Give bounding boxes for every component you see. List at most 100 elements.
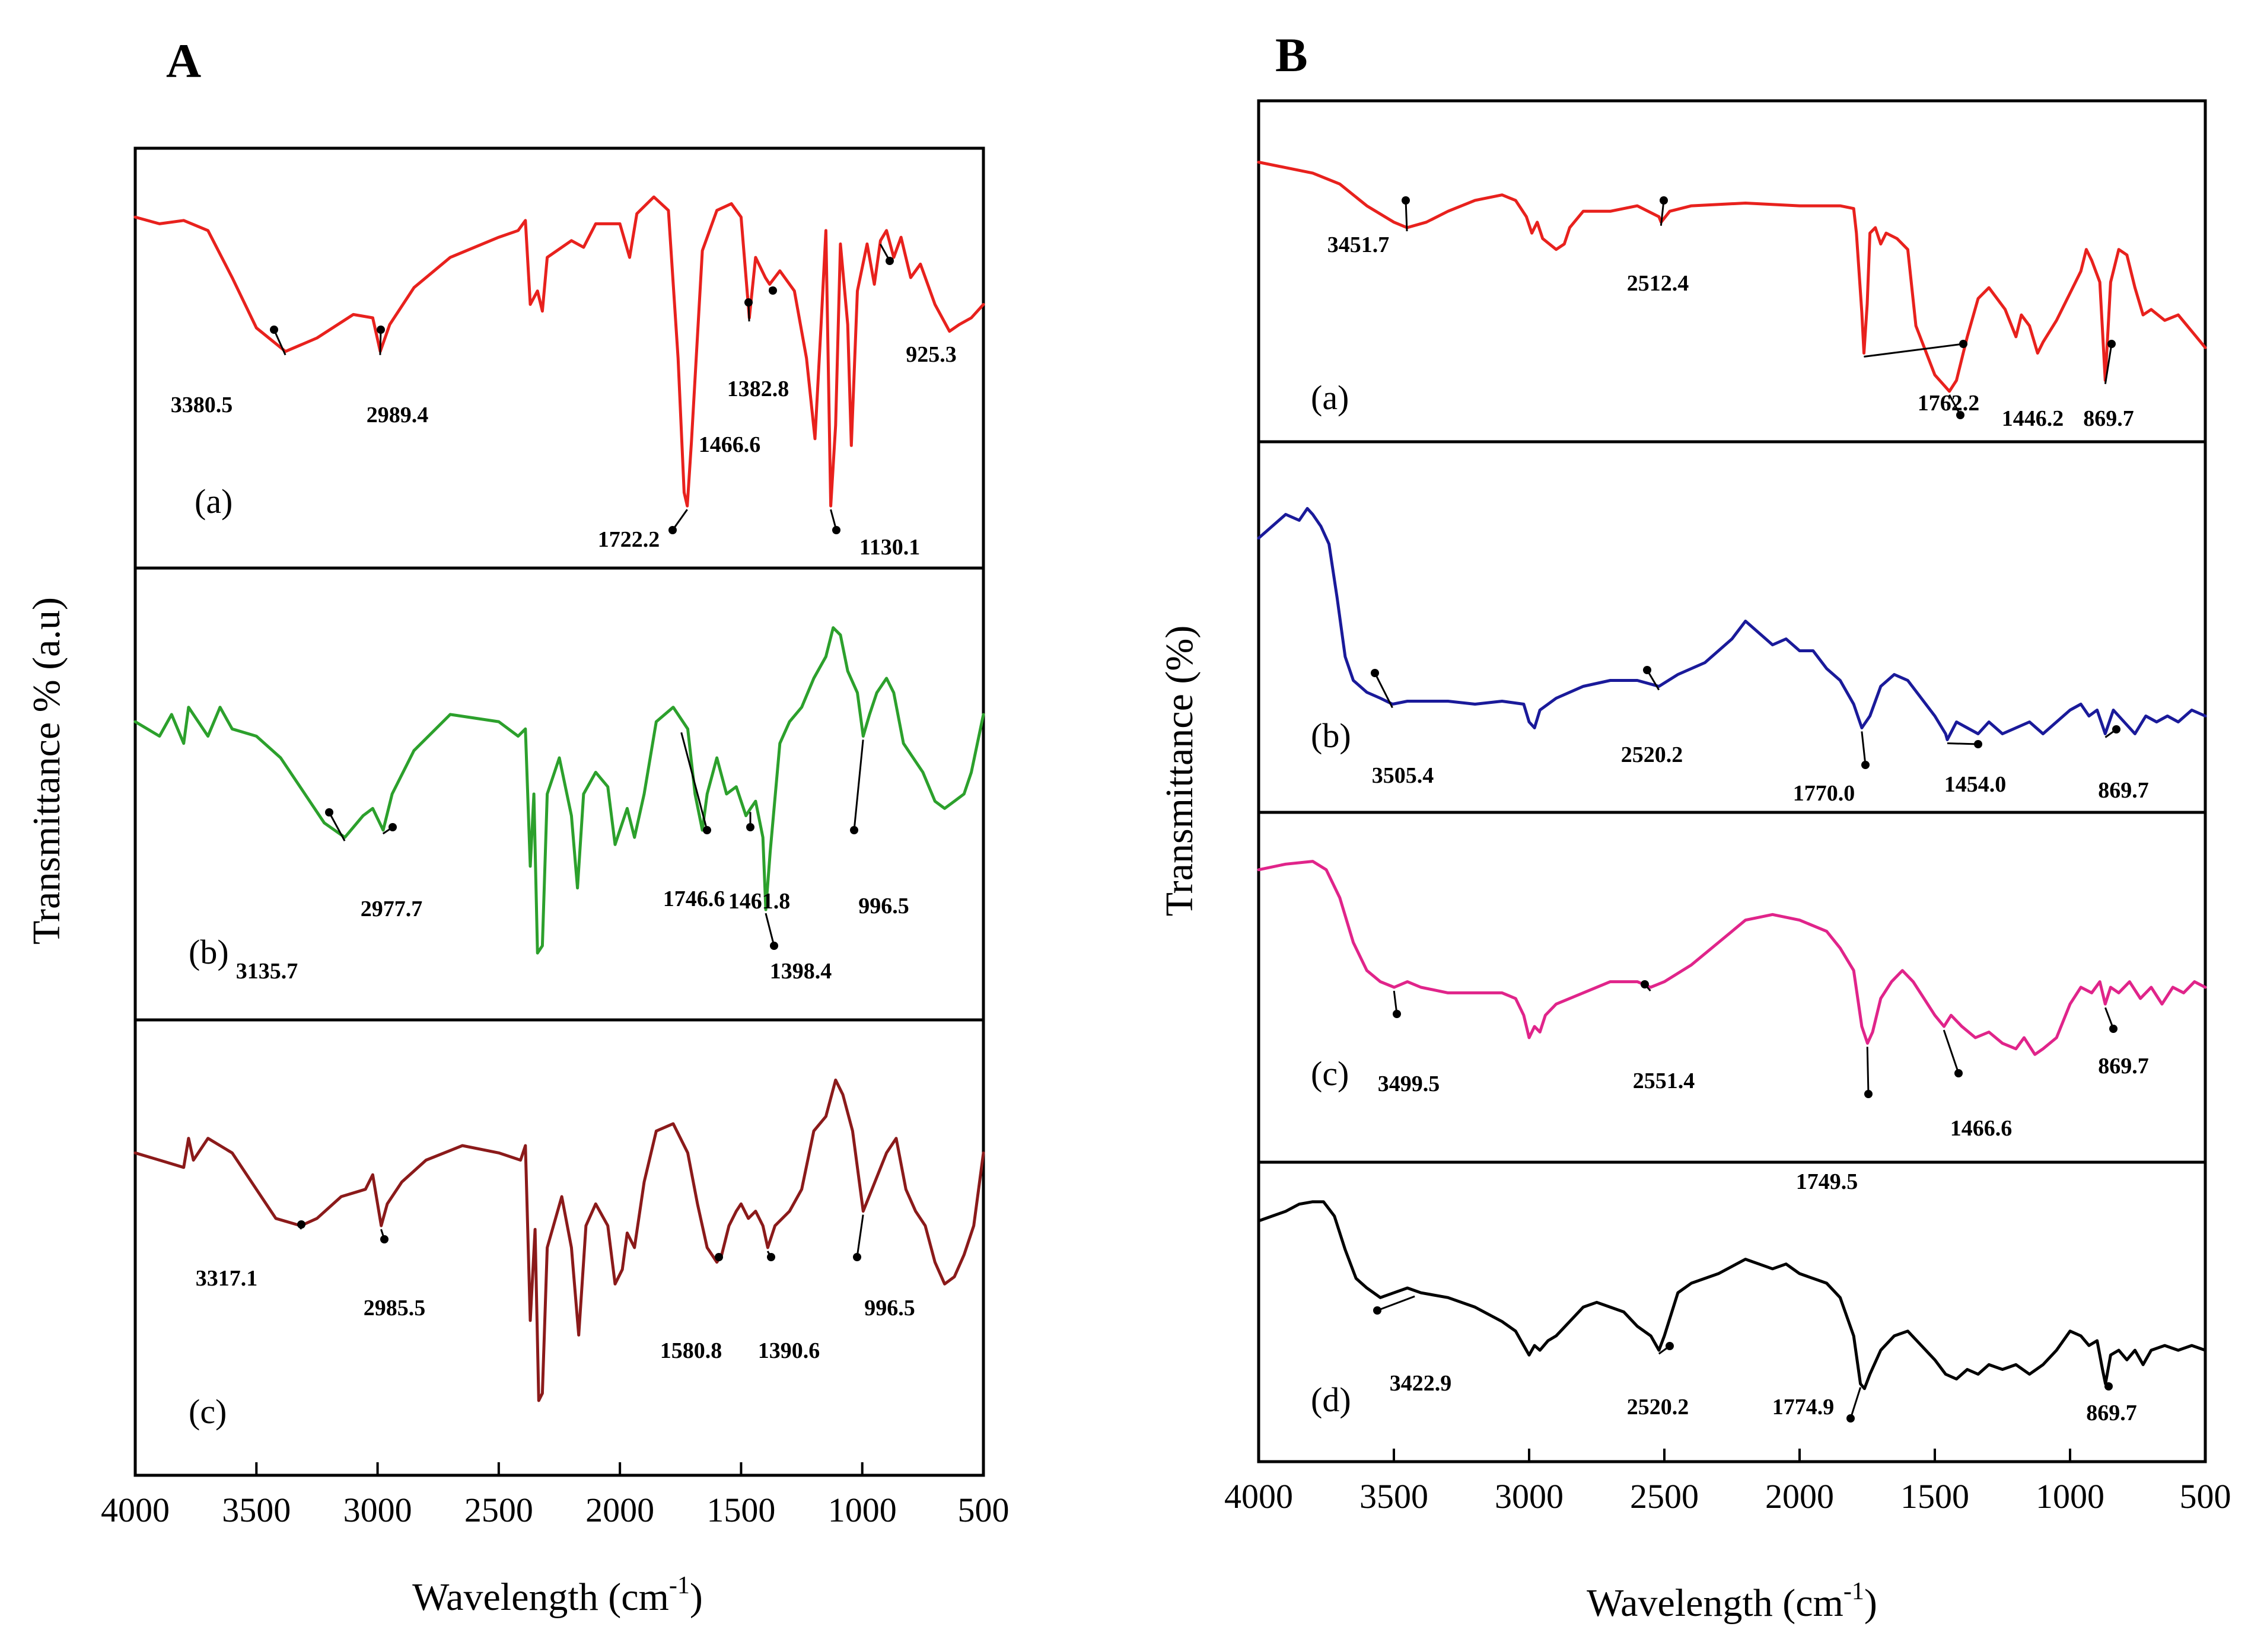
peak-label: 1390.6: [758, 1338, 820, 1363]
panel-b-plot: 4000 3500 3000 2500 2000 1500 1000 500 (a) 3451.7…: [1224, 99, 2231, 1516]
spectrum-b-b: [1257, 507, 2207, 741]
x-tick-label: 1500: [706, 1491, 775, 1529]
peak-arrow: [379, 329, 382, 355]
peak-label: 1770.0: [1793, 781, 1855, 806]
peak-label: 1446.2: [2002, 406, 2064, 431]
peak-arrow: [1947, 742, 1979, 745]
peak-label: 2977.7: [361, 897, 423, 921]
panel-b-frame: [1257, 99, 2207, 1463]
peak-arrow-head: [389, 823, 397, 831]
peak-label: 996.5: [864, 1296, 915, 1321]
peak-label: 2551.4: [1633, 1069, 1695, 1093]
peak-arrow-head: [850, 826, 858, 834]
peak-label: 1762.2: [1918, 391, 1980, 416]
peak-arrow-head: [1641, 980, 1649, 988]
peak-arrow-head: [2107, 340, 2116, 348]
peak-arrow: [1861, 731, 1867, 766]
peak-label: 1466.6: [1950, 1116, 2013, 1141]
peak-label: 3380.5: [171, 393, 233, 417]
panel-a-y-axis-title: Transmittance % (a.u): [25, 597, 68, 945]
peak-arrow-head: [1954, 1069, 1963, 1077]
x-tick-label: 2000: [1765, 1477, 1834, 1516]
panel-a: A 4000 3500 3000 2500 2000 1500 1000 500 (a) 3380…: [25, 34, 1010, 1619]
panel-b: B 4000 3500 3000 2500 2000 1500 1000 500 (a) 3451…: [1158, 28, 2231, 1625]
panel-a-x-axis-title: Wavelength (cm-1): [412, 1572, 703, 1619]
panel-b-x-axis-title-main: Wavelength (cm: [1587, 1581, 1843, 1625]
x-tick-label: 1500: [1900, 1477, 1969, 1516]
peak-arrow-head: [2104, 1382, 2113, 1391]
x-tick-label: 4000: [1224, 1477, 1293, 1516]
peak-arrow-head: [1959, 340, 1967, 348]
peak-arrow: [671, 509, 688, 531]
spectrum-a-b: [133, 626, 985, 955]
peak-arrow-head: [297, 1220, 305, 1229]
panel-a-plot: 4000 3500 3000 2500 2000 1500 1000 500 (a) 3380.5…: [101, 146, 1010, 1529]
trace-label: (a): [195, 482, 233, 521]
peak-arrow: [680, 732, 708, 831]
peak-arrow-head: [1660, 196, 1668, 205]
peak-arrow: [328, 812, 346, 841]
peak-label: 2512.4: [1627, 271, 1689, 296]
x-tick-label: 2500: [464, 1491, 533, 1529]
panel-a-x-axis-title-main: Wavelength (cm: [412, 1576, 669, 1619]
peak-arrow: [1377, 1295, 1415, 1312]
peak-arrow-head: [1846, 1414, 1855, 1423]
peak-arrow-head: [325, 808, 333, 817]
peak-label: 2520.2: [1621, 742, 1683, 767]
peak-label: 869.7: [2086, 1401, 2137, 1425]
x-tick-label: 3000: [1495, 1477, 1564, 1516]
trace-label: (b): [189, 933, 229, 971]
trace-label: (d): [1311, 1380, 1351, 1419]
peak-label: 2989.4: [367, 403, 429, 428]
peak-arrow-head: [744, 298, 753, 307]
peak-arrow-head: [1864, 1090, 1873, 1098]
peak-label: 1746.6: [663, 886, 725, 911]
peak-label: 3505.4: [1372, 763, 1434, 788]
peak-label: 869.7: [2098, 778, 2149, 803]
x-tick-label: 500: [2180, 1477, 2231, 1516]
panel-a-x-axis-title-sup: -1: [669, 1572, 690, 1599]
spectrum-b-d: [1257, 1200, 2207, 1391]
peak-arrow: [856, 1214, 864, 1258]
panel-b-x-axis-title-sup: -1: [1843, 1578, 1864, 1605]
peak-arrow-head: [270, 326, 278, 334]
peak-label: 3135.7: [236, 959, 298, 984]
peak-label: 3317.1: [196, 1266, 258, 1291]
panel-a-frame: [133, 146, 985, 1477]
peak-arrow-head: [853, 1253, 861, 1261]
peak-arrow: [765, 913, 775, 946]
peak-arrow-head: [715, 1253, 723, 1261]
peak-arrow: [1866, 1047, 1870, 1095]
peak-arrow: [2104, 343, 2113, 384]
panel-b-x-axis-title: Wavelength (cm-1): [1587, 1578, 1877, 1625]
trace-label: (a): [1311, 378, 1349, 417]
spectrum-b-a: [1257, 161, 2207, 393]
x-tick-label: 500: [958, 1491, 1010, 1529]
peak-arrow-head: [769, 286, 777, 295]
peak-label: 2985.5: [364, 1296, 426, 1321]
peak-arrow-head: [1371, 669, 1379, 677]
peak-arrow-head: [1373, 1306, 1381, 1315]
peak-label: 1774.9: [1772, 1395, 1835, 1420]
peak-arrow: [1374, 672, 1393, 709]
peak-arrow-head: [380, 1235, 389, 1243]
peak-arrow-head: [1956, 411, 1964, 419]
spectrum-a-c: [133, 1078, 985, 1402]
peak-arrow: [1864, 343, 1964, 358]
peak-arrow-head: [1974, 740, 1982, 748]
trace-label: (c): [189, 1392, 227, 1431]
trace-label: (b): [1311, 716, 1351, 755]
x-tick-label: 3500: [1359, 1477, 1428, 1516]
peak-arrow: [853, 739, 864, 831]
spectrum-a-a: [133, 195, 985, 508]
x-tick-label: 3000: [343, 1491, 412, 1529]
peak-label: 1580.8: [660, 1338, 722, 1363]
peak-arrow-head: [832, 526, 840, 534]
peak-label: 1398.4: [770, 959, 832, 984]
peak-arrow-head: [703, 826, 711, 834]
peak-arrow-head: [2112, 725, 2120, 733]
peak-arrow-head: [886, 257, 894, 265]
trace-label: (c): [1311, 1054, 1349, 1093]
panel-a-letter: A: [166, 34, 201, 88]
peak-arrow: [273, 329, 286, 356]
